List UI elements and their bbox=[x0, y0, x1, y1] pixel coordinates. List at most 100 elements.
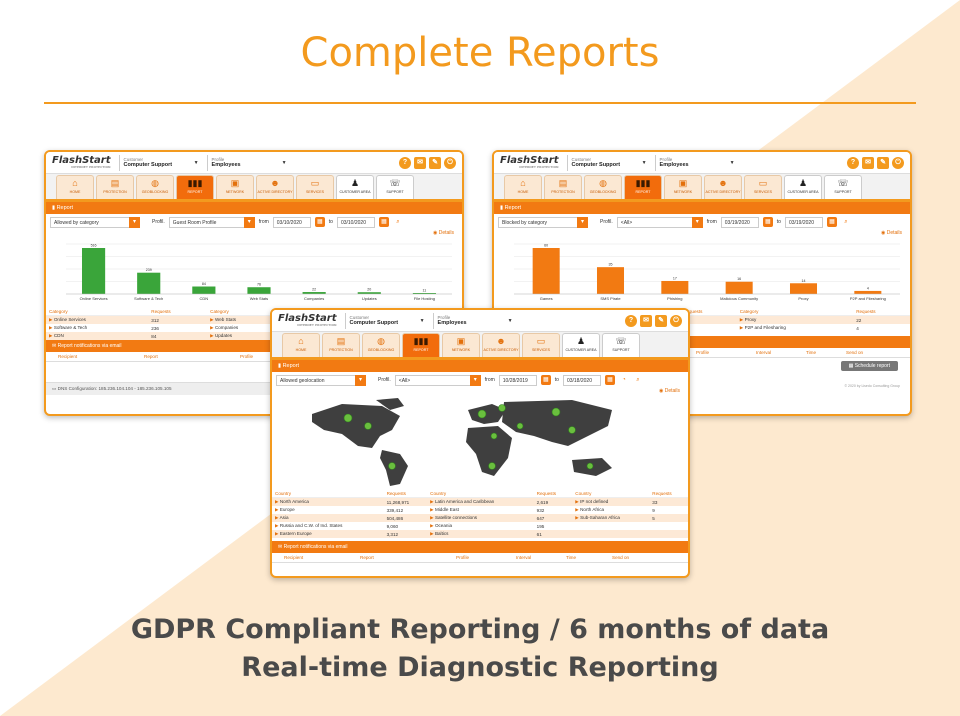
chart-bar[interactable] bbox=[137, 272, 161, 294]
chart-bar[interactable] bbox=[789, 283, 818, 294]
date-from-input[interactable]: 10/28/2019 bbox=[498, 374, 537, 386]
tab-home[interactable]: ⌂ HOME bbox=[282, 333, 320, 357]
chart-bar[interactable] bbox=[854, 290, 882, 294]
help-icon[interactable]: ? bbox=[625, 314, 637, 327]
wrench-icon[interactable]: ✎ bbox=[877, 156, 889, 169]
mail-icon[interactable]: ✉ bbox=[640, 314, 652, 327]
tab-home[interactable]: ⌂ HOME bbox=[504, 175, 542, 199]
customer-selector[interactable]: Customer Computer Support ▼ bbox=[344, 312, 429, 329]
tab-network[interactable]: ▣ NETWORK bbox=[664, 175, 702, 199]
tab-customer-area[interactable]: ♟ CUSTOMER AREA bbox=[562, 333, 600, 357]
profile-selector[interactable]: Profile Employees ▼ bbox=[432, 312, 517, 329]
mail-icon[interactable]: ✉ bbox=[862, 156, 874, 169]
tab-active-directory[interactable]: ☻ ACTIVE DIRECTORY bbox=[482, 333, 520, 357]
pin-marker[interactable] bbox=[488, 462, 496, 470]
power-icon[interactable]: ⏻ bbox=[670, 314, 682, 327]
chart-bar[interactable] bbox=[81, 248, 106, 294]
tab-support[interactable]: ☏ SUPPORT bbox=[824, 175, 862, 199]
report-type-dropdown[interactable]: Allowed by category ▾ bbox=[50, 216, 140, 228]
pin-marker[interactable] bbox=[551, 407, 561, 417]
calendar-icon[interactable]: ▦ bbox=[762, 217, 773, 227]
tab-report[interactable]: ▮▮▮ REPORT bbox=[624, 175, 662, 199]
profile-filter-dropdown[interactable]: Guest Room Profile ▾ bbox=[168, 216, 255, 228]
profile-selector[interactable]: Profile Employees ▼ bbox=[206, 154, 291, 171]
details-link[interactable]: ◉ Details bbox=[432, 230, 454, 236]
tab-network[interactable]: ▣ NETWORK bbox=[442, 333, 480, 357]
tab-network[interactable]: ▣ NETWORK bbox=[216, 175, 254, 199]
clock-icon[interactable]: ◔ bbox=[618, 375, 629, 385]
power-icon[interactable]: ⏻ bbox=[892, 156, 904, 169]
pin-marker[interactable] bbox=[388, 462, 396, 470]
date-from-input[interactable]: 03/19/2020 bbox=[720, 216, 759, 228]
tab-protection[interactable]: ▤ PROTECTION bbox=[322, 333, 360, 357]
profile-selector[interactable]: Profile Employees ▼ bbox=[654, 154, 739, 171]
tab-support[interactable]: ☏ SUPPORT bbox=[376, 175, 414, 199]
chart-bar[interactable] bbox=[532, 248, 560, 294]
pin-marker[interactable] bbox=[490, 432, 498, 440]
help-icon[interactable]: ? bbox=[847, 156, 859, 169]
profile-filter-dropdown[interactable]: <All> ▾ bbox=[616, 216, 703, 228]
chart-bar[interactable] bbox=[302, 292, 326, 294]
help-icon[interactable]: ? bbox=[399, 156, 411, 169]
chart-bar[interactable] bbox=[661, 280, 689, 294]
chart-bar[interactable] bbox=[412, 293, 437, 294]
customer-selector[interactable]: Customer Computer Support ▼ bbox=[566, 154, 651, 171]
pin-marker[interactable] bbox=[364, 422, 372, 430]
table-row[interactable]: ▶ CDN 84 ▶ Updates bbox=[46, 332, 286, 340]
pin-marker[interactable] bbox=[498, 404, 506, 412]
search-icon[interactable]: ⌕ bbox=[392, 217, 403, 227]
tab-active-directory[interactable]: ☻ ACTIVE DIRECTORY bbox=[704, 175, 742, 199]
details-link[interactable]: ◉ Details bbox=[658, 388, 680, 394]
profile-filter-dropdown[interactable]: <All> ▾ bbox=[394, 374, 481, 386]
tab-customer-area[interactable]: ♟ CUSTOMER AREA bbox=[336, 175, 374, 199]
chart-bar[interactable] bbox=[192, 286, 216, 294]
pin-marker[interactable] bbox=[477, 409, 487, 419]
calendar-icon[interactable]: ▦ bbox=[378, 217, 389, 227]
date-to-input[interactable]: 03/10/2020 bbox=[336, 216, 375, 228]
table-row[interactable]: ▶ Europe 339,412 ▶ Middle East 932 ▶ North A… bbox=[275, 507, 655, 513]
tab-geoblocking[interactable]: ◍ GEOBLOCKING bbox=[136, 175, 174, 199]
tab-geoblocking[interactable]: ◍ GEOBLOCKING bbox=[584, 175, 622, 199]
table-row[interactable]: ▶ Eastern Europe 3,312 ▶ Baltics 61 bbox=[272, 530, 688, 538]
tab-home[interactable]: ⌂ HOME bbox=[56, 175, 94, 199]
date-to-input[interactable]: 03/19/2020 bbox=[784, 216, 823, 228]
date-to-input[interactable]: 03/18/2020 bbox=[562, 374, 601, 386]
table-row[interactable]: ▶ North America 11,268,971 ▶ Latin America… bbox=[272, 497, 688, 506]
wrench-icon[interactable]: ✎ bbox=[655, 314, 667, 327]
tab-active-directory[interactable]: ☻ ACTIVE DIRECTORY bbox=[256, 175, 294, 199]
tab-protection[interactable]: ▤ PROTECTION bbox=[96, 175, 134, 199]
table-row[interactable]: ▶ Software & Tech 236 ▶ Companies bbox=[49, 325, 239, 331]
tab-support[interactable]: ☏ SUPPORT bbox=[602, 333, 640, 357]
tab-services[interactable]: ▭ SERVICES bbox=[296, 175, 334, 199]
tab-report[interactable]: ▮▮▮ REPORT bbox=[176, 175, 214, 199]
wrench-icon[interactable]: ✎ bbox=[429, 156, 441, 169]
tab-geoblocking[interactable]: ◍ GEOBLOCKING bbox=[362, 333, 400, 357]
calendar-icon[interactable]: ▦ bbox=[540, 375, 551, 385]
tab-protection[interactable]: ▤ PROTECTION bbox=[544, 175, 582, 199]
customer-selector[interactable]: Customer Computer Support ▼ bbox=[118, 154, 203, 171]
world-map[interactable] bbox=[272, 396, 688, 488]
search-icon[interactable]: ⌕ bbox=[632, 375, 643, 385]
tab-services[interactable]: ▭ SERVICES bbox=[522, 333, 560, 357]
calendar-icon[interactable]: ▦ bbox=[604, 375, 615, 385]
table-row[interactable]: ▶ Russia and C.W. of Ind. States 9,060 ▶ O… bbox=[275, 523, 545, 529]
calendar-icon[interactable]: ▦ bbox=[314, 217, 325, 227]
details-link[interactable]: ◉ Details bbox=[880, 230, 902, 236]
chart-bar[interactable] bbox=[725, 281, 753, 294]
table-row[interactable]: ▶ Asia 504,486 ▶ Satellite connections 647 ▶… bbox=[272, 514, 688, 522]
chart-bar[interactable] bbox=[596, 267, 625, 294]
pin-marker[interactable] bbox=[568, 426, 576, 434]
chart-bar[interactable] bbox=[247, 287, 271, 294]
tab-customer-area[interactable]: ♟ CUSTOMER AREA bbox=[784, 175, 822, 199]
schedule-report-button[interactable]: ▦ Schedule report bbox=[840, 361, 898, 371]
chart-bar[interactable] bbox=[357, 292, 381, 294]
tab-services[interactable]: ▭ SERVICES bbox=[744, 175, 782, 199]
pin-marker[interactable] bbox=[586, 462, 594, 470]
calendar-icon[interactable]: ▦ bbox=[826, 217, 837, 227]
search-icon[interactable]: ⌕ bbox=[840, 217, 851, 227]
pin-marker[interactable] bbox=[516, 422, 524, 430]
date-from-input[interactable]: 03/10/2020 bbox=[272, 216, 311, 228]
pin-marker[interactable] bbox=[343, 413, 353, 423]
